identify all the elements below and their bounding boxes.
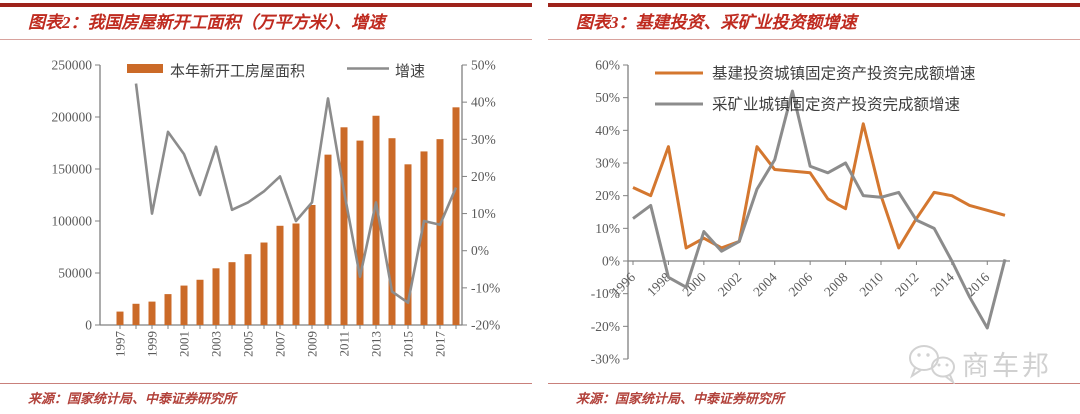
- chart-element: 2001: [177, 331, 192, 357]
- chart-element: 100000: [52, 214, 93, 229]
- watermark: 商车邦: [906, 342, 1052, 384]
- chart-element: [452, 107, 460, 325]
- chart-element: [260, 242, 268, 325]
- chart-element: [372, 115, 380, 325]
- chart-element: 2010: [856, 269, 886, 299]
- chart-element: [212, 268, 220, 325]
- chart-element: [308, 204, 316, 325]
- chart-element: 30%: [595, 156, 620, 171]
- chart-element: [292, 223, 300, 325]
- chart-element: 2005: [241, 331, 256, 357]
- chart-element: 150000: [52, 162, 93, 177]
- chart-element: 本年新开工房屋面积: [170, 63, 305, 80]
- source-note: 来源：国家统计局、中泰证券研究所: [576, 391, 785, 406]
- chart-element: [436, 139, 444, 325]
- footer-rule: [0, 383, 532, 384]
- chart-element: 2003: [209, 331, 224, 357]
- chart-element: [127, 64, 163, 73]
- chart-element: [148, 301, 156, 325]
- chart-element: 50%: [595, 90, 620, 105]
- chart-element: -20%: [591, 319, 620, 334]
- figure-3-title: 图表3：基建投资、采矿业投资额增速: [576, 13, 857, 32]
- chart-element: 2002: [715, 270, 745, 300]
- chart-element: [164, 294, 172, 325]
- chart-element: [388, 138, 396, 325]
- footer-rule: [548, 383, 1080, 384]
- chart-element: 20%: [471, 169, 496, 184]
- chart-element: 2011: [337, 331, 352, 357]
- chart-element: 2015: [401, 331, 416, 357]
- chart-element: 10%: [595, 221, 620, 236]
- chart-element: 增速: [395, 63, 425, 80]
- chart-element: 采矿业城镇固定资产投资完成额增速: [712, 96, 960, 114]
- chart-element: [276, 225, 284, 325]
- infrastructure-line: [632, 122, 1006, 250]
- chart-element: [324, 154, 332, 325]
- chart-element: [132, 303, 140, 325]
- chart-element: [116, 311, 124, 325]
- chart-element: 0%: [471, 243, 489, 258]
- chart-element: [196, 279, 204, 325]
- chart-element: 2004: [750, 269, 780, 299]
- chart-element: 60%: [595, 58, 620, 73]
- chart-element: 250000: [52, 58, 93, 73]
- housing-starts-chart: 0 50000 100000 150000 200000 250000 -20% -10% 0%…: [52, 58, 501, 358]
- mining-line: [632, 89, 1007, 330]
- top-rule: [0, 3, 532, 7]
- growth-line: [134, 83, 458, 305]
- chart-element: -10%: [471, 280, 500, 295]
- chart-element: -20%: [471, 318, 500, 333]
- chart-element: [180, 285, 188, 325]
- chart-element: 2009: [305, 331, 320, 357]
- chart-element: 2017: [433, 331, 448, 358]
- chart-element: -10%: [591, 286, 620, 301]
- chart-element: [228, 262, 236, 325]
- chart-element: 40%: [595, 123, 620, 138]
- chart-element: 10%: [471, 206, 496, 221]
- chart-element: 2008: [821, 269, 851, 299]
- chart-element: [356, 140, 364, 325]
- panel-figure-2: 图表2：我国房屋新开工面积（万平方米）、增速 0 50000 100000 15000…: [0, 0, 532, 414]
- chart-element: [244, 254, 252, 325]
- chart-element: 2014: [927, 269, 957, 299]
- chart-element: 200000: [52, 110, 93, 125]
- chart-element: 2006: [786, 269, 816, 299]
- chart-element: 基建投资城镇固定资产投资完成额增速: [712, 65, 976, 83]
- chart-element: [420, 151, 428, 325]
- chart-element: 0: [85, 318, 92, 333]
- figure-2-title: 图表2：我国房屋新开工面积（万平方米）、增速: [28, 13, 385, 32]
- chart-element: 2013: [369, 331, 384, 357]
- chart-element: 40%: [471, 95, 496, 110]
- panel-figure-3: 图表3：基建投资、采矿业投资额增速 -30% -20% -10% 0% 10% 20% 30…: [548, 0, 1080, 414]
- chart-element: 50000: [58, 266, 92, 281]
- chart-element: 1998: [644, 269, 674, 299]
- chart-element: 30%: [471, 132, 496, 147]
- title-underline: [548, 39, 1080, 40]
- title-underline: [0, 39, 532, 40]
- chart-element: 2007: [273, 331, 288, 358]
- chart-element: 2012: [892, 270, 922, 300]
- watermark-text: 商车邦: [962, 350, 1052, 381]
- investment-growth-chart: -30%-20%-10%0%10%20%30%40%50%60%1996 1998…: [591, 58, 1010, 367]
- chart-element: [340, 127, 348, 326]
- wechat-icon: [909, 345, 955, 384]
- top-rule: [548, 3, 1080, 7]
- chart-element: [404, 164, 412, 325]
- chart-element: 50%: [471, 58, 496, 73]
- chart-element: -30%: [591, 352, 620, 367]
- chart-element: 20%: [595, 188, 620, 203]
- bars-new-housing-area: [116, 107, 460, 326]
- source-note: 来源：国家统计局、中泰证券研究所: [28, 391, 237, 406]
- chart-element: 0%: [602, 254, 620, 269]
- chart-element: 1997: [113, 331, 128, 358]
- chart-element: 1999: [145, 331, 160, 357]
